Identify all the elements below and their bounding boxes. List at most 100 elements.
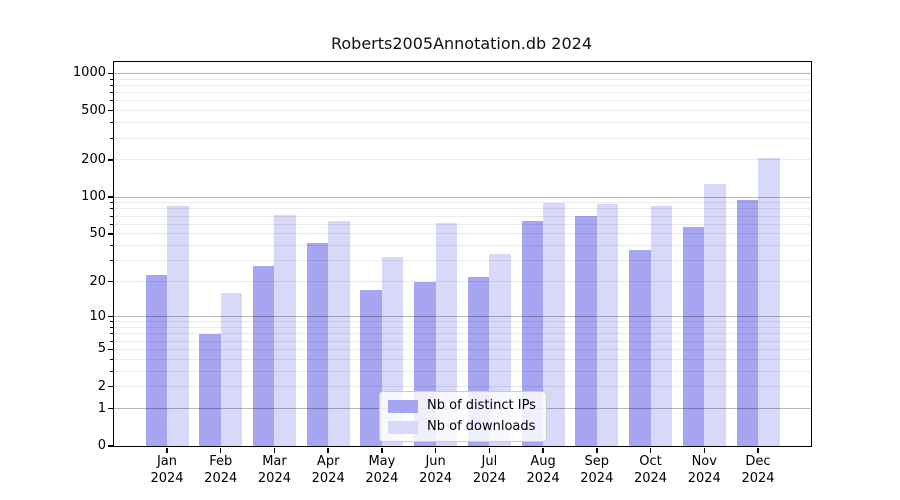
x-axis-tick-label: Aug 2024 <box>511 453 575 487</box>
y-axis-minor-tick <box>109 333 113 335</box>
bar-may-distinct-ips <box>360 290 382 446</box>
y-axis-tick-label: 200 <box>81 151 106 167</box>
bar-apr-downloads <box>328 220 350 446</box>
y-axis-tick-label: 5 <box>97 341 106 357</box>
y-axis-minor-tick <box>109 326 113 328</box>
x-label-year: 2024 <box>365 471 399 486</box>
bar-aug-distinct-ips <box>521 220 544 446</box>
x-label-year: 2024 <box>633 471 668 486</box>
y-axis-minor-tick <box>109 92 113 94</box>
x-axis-tick-label: Jul 2024 <box>457 453 521 487</box>
y-axis-minor-tick <box>109 122 113 124</box>
x-label-year: 2024 <box>257 471 291 486</box>
y-axis-tick-label: 100 <box>81 189 106 205</box>
x-axis-tick <box>381 447 383 453</box>
x-label-month: Sep <box>584 454 610 469</box>
x-axis-tick <box>166 447 168 453</box>
y-axis-minor-tick <box>109 245 113 247</box>
y-axis-tick-label: 1 <box>97 400 106 416</box>
x-axis-tick-label: Jun 2024 <box>404 453 468 487</box>
y-axis-minor-tick <box>109 159 113 161</box>
y-axis-minor-tick <box>109 370 113 372</box>
bars-layer <box>114 62 811 446</box>
bar-feb-distinct-ips <box>199 333 221 446</box>
y-axis-minor-tick <box>109 260 113 262</box>
x-label-year: 2024 <box>741 471 775 486</box>
x-label-month: Jun <box>425 454 446 469</box>
x-axis-tick-label: Mar 2024 <box>242 453 306 487</box>
legend-swatch-downloads <box>388 420 418 434</box>
y-axis-minor-tick <box>109 78 113 80</box>
chart-title: Roberts2005Annotation.db 2024 <box>330 34 593 53</box>
y-axis-minor-tick <box>109 110 113 112</box>
x-axis-tick <box>327 447 329 453</box>
legend-item-distinct-ips: Nb of distinct IPs <box>388 398 536 414</box>
x-label-month: May <box>368 454 396 469</box>
y-axis-tick <box>107 72 113 75</box>
y-axis-minor-tick <box>109 358 113 360</box>
x-label-month: Aug <box>530 454 556 469</box>
y-axis-minor-tick <box>109 137 113 139</box>
y-axis-minor-tick <box>109 223 113 225</box>
y-axis-tick-label: 2 <box>97 378 106 394</box>
x-label-month: Jan <box>156 454 178 469</box>
bar-oct-distinct-ips <box>629 249 651 446</box>
y-axis-tick-label: 10 <box>89 308 106 324</box>
y-axis-minor-tick <box>109 202 113 204</box>
x-axis-tick-label: Dec 2024 <box>726 453 790 487</box>
x-axis-tick <box>542 447 544 453</box>
x-axis-tick <box>220 447 222 453</box>
x-label-month: Mar <box>262 454 287 469</box>
y-axis-minor-tick <box>109 348 113 350</box>
x-label-year: 2024 <box>204 471 238 486</box>
bar-mar-distinct-ips <box>252 266 275 446</box>
x-label-month: Feb <box>209 454 233 469</box>
y-axis-minor-tick <box>109 208 113 210</box>
legend-swatch-distinct-ips <box>388 399 418 413</box>
y-axis-minor-tick <box>109 215 113 217</box>
x-axis-tick <box>649 447 652 453</box>
y-axis-minor-tick <box>109 233 113 235</box>
y-axis-tick-label: 0 <box>97 438 106 453</box>
bar-jan-distinct-ips <box>145 274 167 446</box>
legend-label-distinct-ips: Nb of distinct IPs <box>427 398 536 413</box>
x-label-year: 2024 <box>150 471 184 486</box>
x-axis-tick-label: Apr 2024 <box>296 453 360 487</box>
x-label-year: 2024 <box>419 471 453 486</box>
x-axis-tick-label: Jan 2024 <box>135 453 199 487</box>
bar-nov-distinct-ips <box>682 226 705 446</box>
y-axis-tick-label: 1000 <box>72 65 106 81</box>
x-label-month: Jul <box>481 454 498 469</box>
y-axis-minor-tick <box>109 100 113 102</box>
x-label-year: 2024 <box>526 471 560 486</box>
y-axis-minor-tick <box>109 321 113 323</box>
x-axis-tick <box>273 447 276 453</box>
y-axis-minor-tick <box>109 386 113 388</box>
x-label-year: 2024 <box>687 471 721 486</box>
legend-label-downloads: Nb of downloads <box>427 419 536 434</box>
plot-area: Nb of distinct IPs Nb of downloads 0 1 2 5 1… <box>73 61 812 486</box>
x-label-year: 2024 <box>580 471 614 486</box>
x-axis-tick <box>488 447 491 453</box>
x-axis-tick-label: Feb 2024 <box>189 453 253 487</box>
x-axis-tick <box>434 447 437 453</box>
bar-oct-downloads <box>650 206 673 446</box>
bar-jun-downloads <box>435 223 458 446</box>
bar-sep-distinct-ips <box>575 216 597 446</box>
x-axis-tick <box>596 447 598 453</box>
x-label-month: Apr <box>316 454 340 469</box>
y-axis-tick-label: 20 <box>89 273 106 289</box>
x-axis-tick-label: Sep 2024 <box>565 453 629 487</box>
bar-sep-downloads <box>596 203 619 446</box>
bar-dec-distinct-ips <box>736 199 758 446</box>
x-axis-tick <box>757 447 759 453</box>
y-axis-tick-label: 50 <box>89 225 106 241</box>
y-axis-tick <box>107 196 113 198</box>
y-axis-tick <box>107 445 113 447</box>
bar-mar-downloads <box>274 214 296 446</box>
bar-dec-downloads <box>758 157 780 446</box>
x-label-month: Oct <box>639 454 662 469</box>
y-axis-tick <box>107 407 113 410</box>
x-axis-tick <box>703 447 705 453</box>
